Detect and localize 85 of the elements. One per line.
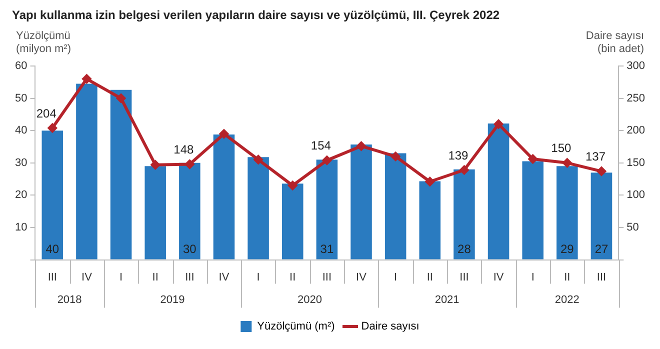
x-tick-label: IV <box>218 271 230 284</box>
legend-label: Daire sayısı <box>361 320 420 333</box>
point <box>254 155 263 164</box>
point <box>288 181 298 190</box>
bar <box>316 160 338 260</box>
x-tick-label: IV <box>493 271 504 284</box>
x-tick-label: III <box>185 271 194 284</box>
x-tick-label: II <box>152 271 158 284</box>
x-tick-label: III <box>322 271 332 284</box>
bar <box>384 153 406 260</box>
point <box>425 177 434 186</box>
bar <box>179 162 200 260</box>
point <box>391 152 400 161</box>
bar <box>419 181 441 260</box>
legend-label: Yüzölçümü (m²) <box>257 320 335 333</box>
y2-tick-label: 250 <box>626 92 646 104</box>
x-tick-label: III <box>596 271 606 284</box>
data-label: 148 <box>174 142 194 157</box>
data-label: 137 <box>585 150 606 164</box>
text: 2019 <box>160 294 185 306</box>
bar <box>76 84 98 260</box>
chart-title: Yapı kullanma izin belgesi verilen yapıların daire sayısı ve yüzölçümü, III. Çeyrek 2022 <box>12 8 501 22</box>
point <box>322 156 332 165</box>
data-label: 40 <box>46 242 60 256</box>
bar <box>350 144 372 260</box>
bar <box>556 166 578 260</box>
y-tick-label: 30 <box>14 156 28 169</box>
data-label: 28 <box>458 242 472 256</box>
point <box>528 154 538 164</box>
bar <box>248 157 269 260</box>
bar <box>488 123 510 260</box>
y2-tick-label: 50 <box>626 222 639 234</box>
bar <box>454 169 475 260</box>
y-tick-label: 10 <box>14 222 28 234</box>
y2-tick-label: 150 <box>626 156 646 169</box>
data-label: 154 <box>310 138 332 153</box>
y2-tick-label: 300 <box>626 60 646 72</box>
data-label: 31 <box>320 242 334 256</box>
bar <box>144 166 166 260</box>
point <box>185 160 194 169</box>
point <box>116 94 126 103</box>
text: 2022 <box>554 294 580 306</box>
bar <box>590 172 612 260</box>
data-label: 204 <box>36 106 57 120</box>
data-label: 30 <box>182 242 197 256</box>
bar <box>110 90 132 260</box>
text: 2020 <box>298 294 322 306</box>
y-tick-label: 60 <box>14 60 28 72</box>
y2-tick-label: 100 <box>626 189 646 202</box>
data-label: 150 <box>551 141 572 156</box>
point <box>82 74 92 84</box>
data-label: 27 <box>594 242 608 256</box>
y-axis-title: Yüzölçümü (milyon m²) <box>16 30 71 56</box>
x-tick-label: II <box>564 271 570 284</box>
data-label: 139 <box>448 148 469 162</box>
bar <box>213 134 235 260</box>
text: 2021 <box>434 294 460 306</box>
y-tick-label: 40 <box>14 124 28 137</box>
x-tick-label: I <box>120 271 123 284</box>
bar <box>42 130 64 260</box>
y-tick-label: 20 <box>14 189 28 202</box>
point <box>494 120 504 129</box>
y2-tick-label: 200 <box>626 124 646 137</box>
x-tick-label: III <box>48 271 57 284</box>
data-label: 29 <box>560 242 574 256</box>
x-tick-label: II <box>426 271 433 284</box>
x-tick-label: III <box>460 271 469 284</box>
point <box>356 142 366 151</box>
bar <box>522 161 544 260</box>
point <box>48 124 57 133</box>
bar <box>282 184 304 260</box>
x-tick-label: I <box>256 271 260 284</box>
text: 2018 <box>57 294 82 306</box>
point <box>460 166 469 175</box>
y-tick-label: 50 <box>14 92 28 104</box>
x-tick-label: I <box>531 271 534 284</box>
x-tick-label: IV <box>356 271 368 284</box>
point <box>562 158 572 168</box>
point <box>219 129 228 138</box>
point <box>150 160 160 170</box>
x-tick-label: IV <box>82 271 93 284</box>
x-tick-label: II <box>290 271 296 284</box>
y2-axis-title: Daire sayısı (bin adet) <box>586 30 644 56</box>
point <box>596 166 606 176</box>
x-tick-label: I <box>394 271 398 284</box>
